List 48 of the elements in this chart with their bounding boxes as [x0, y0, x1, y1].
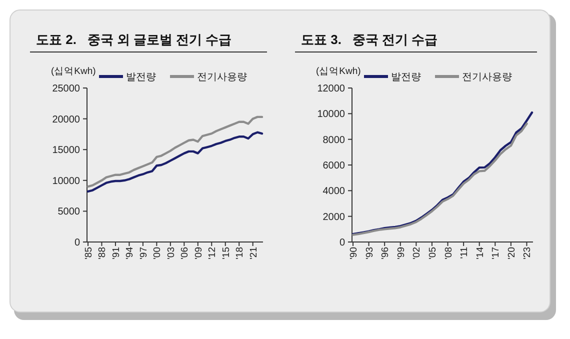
x-tick-label: '12 — [207, 247, 218, 260]
x-tick-label: '96 — [380, 247, 392, 260]
x-tick-label: '14 — [474, 247, 486, 260]
x-tick-label: '88 — [97, 247, 108, 260]
x-tick-label: '99 — [396, 247, 407, 260]
legend-label: 발전량 — [126, 72, 156, 83]
y-tick-label: 12000 — [317, 84, 346, 94]
x-tick-label: '97 — [138, 247, 150, 260]
y-tick-label: 10000 — [317, 109, 346, 120]
y-tick-label: 10000 — [52, 176, 80, 187]
chart-title: 도표 2. 중국 외 글로벌 전기 수급 — [36, 32, 232, 47]
x-tick-label: '08 — [443, 247, 454, 260]
y-tick-label: 15000 — [52, 145, 80, 156]
x-tick-label: '20 — [506, 247, 518, 260]
x-tick-label: '18 — [234, 247, 246, 260]
y-tick-label: 0 — [74, 238, 80, 248]
x-tick-label: '94 — [124, 247, 136, 260]
y-axis-title: (십억Kwh) — [316, 66, 361, 77]
legend-label: 전기사용량 — [462, 72, 512, 83]
legend-label: 전기사용량 — [197, 72, 247, 83]
x-tick-label: '11 — [459, 247, 470, 259]
x-tick-label: '91 — [110, 247, 122, 260]
y-tick-label: 8000 — [322, 134, 346, 146]
y-tick-label: 25000 — [52, 84, 80, 94]
x-tick-label: '03 — [166, 247, 177, 260]
x-tick-label: '15 — [220, 247, 232, 260]
x-tick-label: '93 — [364, 247, 376, 260]
x-tick-label: '90 — [348, 247, 360, 260]
y-tick-label: 4000 — [322, 186, 346, 198]
x-tick-label: '02 — [412, 247, 423, 260]
x-tick-label: '23 — [522, 247, 534, 260]
line-series — [86, 116, 264, 188]
y-tick-label: 6000 — [322, 160, 346, 172]
y-tick-label: 20000 — [52, 114, 80, 126]
x-tick-label: '05 — [427, 247, 438, 260]
y-axis-title: (십억Kwh) — [51, 66, 96, 77]
y-tick-label: 2000 — [322, 212, 346, 223]
x-tick-label: '09 — [193, 247, 204, 260]
y-tick-label: 0 — [339, 238, 346, 248]
y-tick-label: 5000 — [58, 206, 80, 218]
x-tick-label: '17 — [490, 247, 502, 260]
line-series — [86, 131, 264, 193]
x-tick-label: '06 — [180, 247, 191, 260]
legend-label: 발전량 — [391, 72, 421, 83]
x-tick-label: '00 — [152, 247, 164, 260]
x-tick-label: '85 — [84, 247, 94, 260]
chart-title: 도표 3. 중국 전기 수급 — [301, 32, 438, 47]
x-tick-label: '21 — [248, 247, 260, 260]
